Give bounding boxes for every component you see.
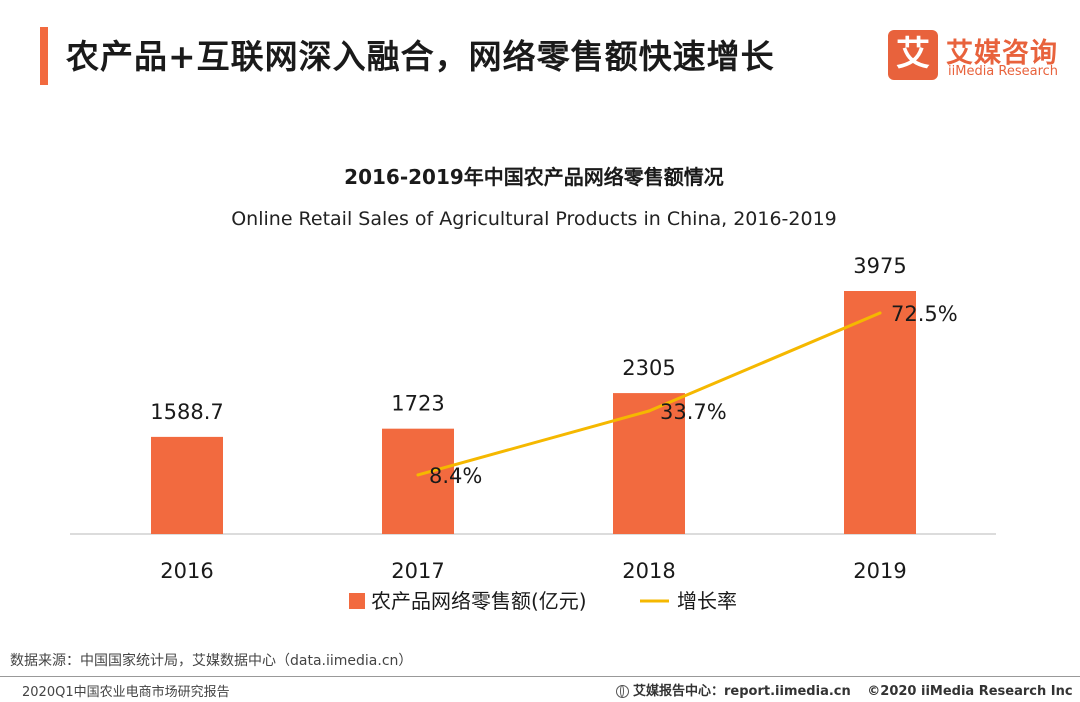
logo-name-cn: 艾媒咨询 [946, 38, 1058, 69]
logo-name-en: iiMedia Research [948, 64, 1059, 79]
x-tick-label-2018: 2018 [622, 559, 675, 583]
growth-rate-label-2018: 33.7% [660, 400, 727, 424]
footer-right: 艾媒报告中心：report.iimedia.cn ©2020 iiMedia R… [616, 680, 1073, 699]
bar-2016 [151, 436, 223, 534]
footer-report-name: 2020Q1中国农业电商市场研究报告 [22, 685, 230, 700]
bar-value-label-2016: 1588.7 [150, 400, 223, 424]
bar-2017 [382, 428, 454, 534]
bar-value-label-2017: 1723 [391, 392, 444, 416]
title-accent-bar [40, 27, 48, 85]
legend-bar-swatch [349, 593, 365, 609]
logo-mark: 艾 [888, 30, 938, 80]
chart-title: 2016-2019年中国农产品网络零售额情况 [344, 165, 724, 189]
page-title: 农产品+互联网深入融合，网络零售额快速增长 [66, 37, 775, 76]
growth-rate-point-2019 [878, 311, 882, 315]
growth-rate-point-2017 [416, 473, 420, 477]
growth-rate-point-2018 [647, 409, 651, 413]
legend-bar-label: 农产品网络零售额(亿元) [371, 589, 587, 613]
legend-line-label: 增长率 [677, 589, 737, 613]
footer-divider [0, 676, 1080, 677]
brand-logo: 艾 艾媒咨询 iiMedia Research [888, 30, 1064, 82]
growth-rate-label-2017: 8.4% [429, 464, 482, 488]
bar-2019 [844, 291, 916, 534]
chart-subtitle: Online Retail Sales of Agricultural Prod… [231, 208, 837, 230]
globe-icon [616, 685, 629, 698]
growth-rate-label-2019: 72.5% [891, 302, 958, 326]
data-source-note: 数据来源：中国国家统计局，艾媒数据中心（data.iimedia.cn） [10, 653, 413, 669]
x-tick-label-2017: 2017 [391, 559, 444, 583]
bar-value-label-2018: 2305 [622, 356, 675, 380]
footer-copyright: ©2020 iiMedia Research Inc [867, 684, 1073, 699]
logo-mark-char: 艾 [896, 34, 930, 74]
x-tick-label-2016: 2016 [160, 559, 213, 583]
footer-site-link[interactable]: 艾媒报告中心：report.iimedia.cn [633, 684, 851, 699]
x-tick-label-2019: 2019 [853, 559, 906, 583]
bar-value-label-2019: 3975 [853, 254, 906, 278]
